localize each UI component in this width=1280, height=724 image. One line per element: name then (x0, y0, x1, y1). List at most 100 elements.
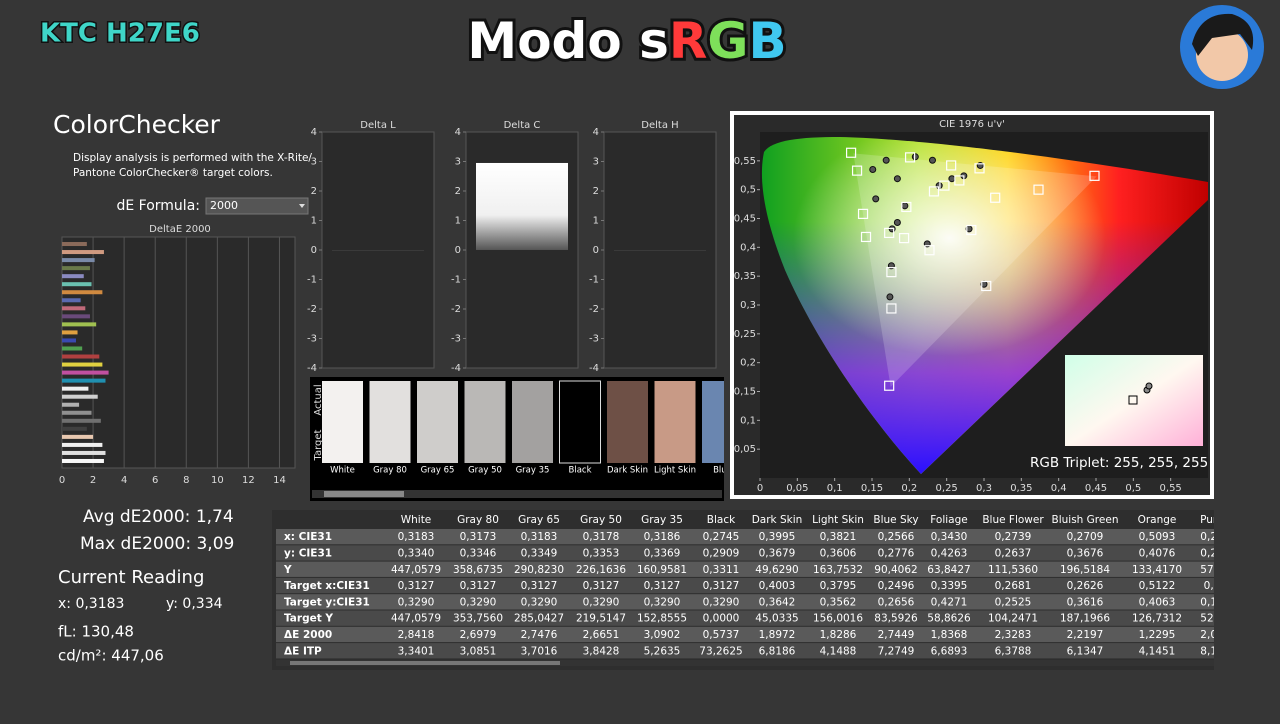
reading-fl: fL: 130,48 (58, 623, 134, 641)
cell: 0,2637 (995, 547, 1032, 559)
y-tick-label: 0,3 (740, 300, 756, 311)
y-tick-label: -3 (451, 334, 461, 345)
cell: 353,7560 (453, 613, 503, 625)
cell: 0,2739 (995, 531, 1032, 543)
bar (62, 442, 103, 447)
chart-title: Delta H (641, 120, 678, 131)
cell: 0,2566 (878, 531, 915, 543)
table-row (276, 594, 1214, 610)
table-row (276, 610, 1214, 626)
y-tick-label: 0,35 (734, 271, 756, 282)
column-header: Gray 65 (518, 514, 560, 526)
avg-de: Avg dE2000: 1,74 (83, 507, 234, 527)
table: White Gray 80 Gray 65 Gray 50 Gray 35 Black Da… (272, 510, 1223, 670)
avatar (1180, 5, 1264, 89)
actual-point (911, 153, 919, 161)
x-tick-label: 8 (183, 475, 189, 486)
cell: 2,8418 (398, 629, 435, 641)
cell: 0,3995 (759, 531, 796, 543)
table-row (276, 643, 1214, 659)
target-point (904, 152, 916, 163)
swatch-label: Black (569, 466, 592, 476)
chart-title: DeltaE 2000 (149, 224, 211, 235)
cell: 1,8972 (759, 629, 796, 641)
dropdown-arrow[interactable] (299, 204, 305, 208)
reading-x: x: 0,3183 (58, 596, 124, 612)
cell: 0,3290 (583, 596, 620, 608)
y-tick-label: 1 (455, 216, 461, 227)
white-glow (761, 137, 1208, 474)
cell: 0,3311 (703, 564, 740, 576)
cell: 0,3183 (521, 531, 558, 543)
table-row (276, 545, 1214, 561)
scrollbar[interactable] (312, 490, 722, 498)
column-header: Light Skin (812, 514, 864, 526)
plot-area (61, 236, 296, 469)
bar (62, 298, 81, 303)
description: Pantone ColorChecker® target colors. (73, 167, 273, 179)
actual-point (882, 156, 890, 164)
bar (62, 370, 109, 375)
swatch-label: Blue (713, 466, 732, 476)
cell: 0,0000 (703, 613, 740, 625)
cell: 0,22 (1200, 531, 1223, 543)
cell: 0,3606 (820, 547, 857, 559)
swatch (417, 381, 458, 463)
cell: 0,3290 (703, 596, 740, 608)
actual-point (928, 156, 936, 164)
target-point (966, 224, 977, 236)
x-tick-label: 0,55 (1160, 483, 1182, 494)
bar (62, 338, 76, 343)
bar (62, 410, 92, 415)
cell: 285,0427 (514, 613, 564, 625)
bar (62, 250, 104, 255)
formula-select[interactable] (205, 197, 309, 215)
cell: 0,4271 (931, 596, 968, 608)
chart-title: Delta L (360, 120, 396, 131)
cell: 2,3283 (995, 629, 1032, 641)
target-point (928, 186, 940, 197)
y-tick-label: 2 (593, 186, 599, 197)
bar (62, 314, 90, 319)
target-point (1033, 184, 1044, 195)
actual-point (886, 293, 894, 301)
actual-point (901, 202, 909, 210)
y-tick-label: 0,2 (740, 358, 756, 369)
title: Modo sRGB (467, 12, 786, 70)
cell: 90,4062 (874, 564, 917, 576)
cell: 0,5093 (1139, 531, 1176, 543)
cell: 0,3642 (759, 596, 796, 608)
row-label: y: CIE31 (284, 547, 332, 559)
max-de: Max dE2000: 3,09 (80, 534, 234, 554)
cell: 0,3290 (460, 596, 497, 608)
cell: 1,8368 (931, 629, 968, 641)
table-scroll-thumb[interactable] (290, 661, 560, 665)
column-header: Blue Flower (982, 514, 1044, 526)
bar (62, 346, 83, 351)
reading-y: y: 0,334 (166, 596, 223, 612)
y-tick-label: -4 (451, 363, 461, 374)
cell: 0,3290 (644, 596, 681, 608)
swatch-label: Gray 65 (421, 466, 455, 476)
bar (62, 242, 87, 247)
swatch (654, 381, 696, 463)
swatch-label: White (330, 466, 355, 476)
y-tick-label: -3 (307, 334, 317, 345)
formula-value[interactable]: 2000 (210, 199, 238, 212)
cell: 2,05 (1200, 629, 1223, 641)
cell: 196,5184 (1060, 564, 1110, 576)
scroll-thumb[interactable] (324, 491, 404, 497)
row-label: Actual (313, 384, 324, 415)
table-scrollbar (276, 660, 1214, 666)
cell: 0,3616 (1067, 596, 1104, 608)
y-tick-label: -4 (307, 363, 317, 374)
y-tick-label: 3 (593, 157, 599, 168)
row-label: x: CIE31 (284, 531, 332, 543)
row-label: Y (283, 564, 292, 576)
cell: 0,3430 (931, 531, 968, 543)
y-tick-label: 1 (311, 216, 317, 227)
swatch-label: Gray 50 (468, 466, 502, 476)
cell: 63,8427 (927, 564, 970, 576)
cell: 2,7476 (521, 629, 558, 641)
bar (62, 386, 89, 391)
